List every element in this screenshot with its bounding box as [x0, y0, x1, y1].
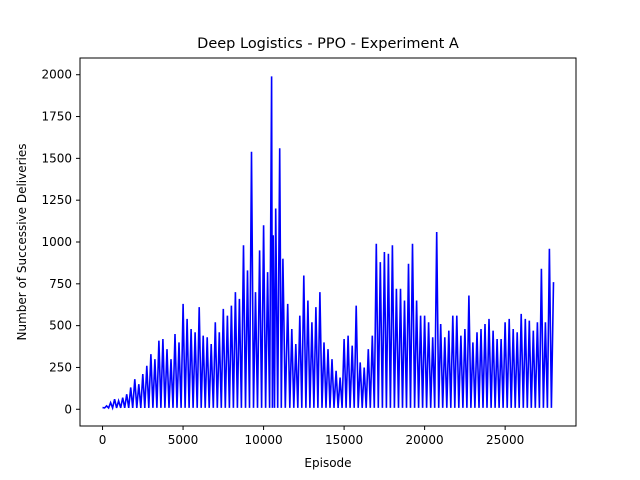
y-tick-label: 2000 — [41, 68, 72, 82]
x-tick-label: 20000 — [406, 433, 444, 447]
axis-ticks: 0 5000 10000 15000 20000 25000 0 250 500 750 1000 1… — [41, 68, 524, 447]
y-axis-label: Number of Successive Deliveries — [15, 143, 29, 340]
y-tick-label: 0 — [64, 402, 72, 416]
x-tick-label: 0 — [99, 433, 107, 447]
chart-title: Deep Logistics - PPO - Experiment A — [197, 36, 459, 52]
y-tick-label: 500 — [49, 319, 72, 333]
x-tick-label: 25000 — [486, 433, 524, 447]
y-tick-label: 1500 — [41, 151, 72, 165]
x-axis-label: Episode — [304, 456, 351, 470]
x-tick-label: 10000 — [244, 433, 282, 447]
y-tick-label: 750 — [49, 277, 72, 291]
y-tick-label: 250 — [49, 360, 72, 374]
plot-area — [102, 76, 555, 411]
x-tick-label: 15000 — [325, 433, 363, 447]
y-tick-label: 1750 — [41, 110, 72, 124]
y-tick-label: 1250 — [41, 193, 72, 207]
y-tick-label: 1000 — [41, 235, 72, 249]
series-line-0 — [102, 76, 555, 411]
x-tick-label: 5000 — [168, 433, 199, 447]
